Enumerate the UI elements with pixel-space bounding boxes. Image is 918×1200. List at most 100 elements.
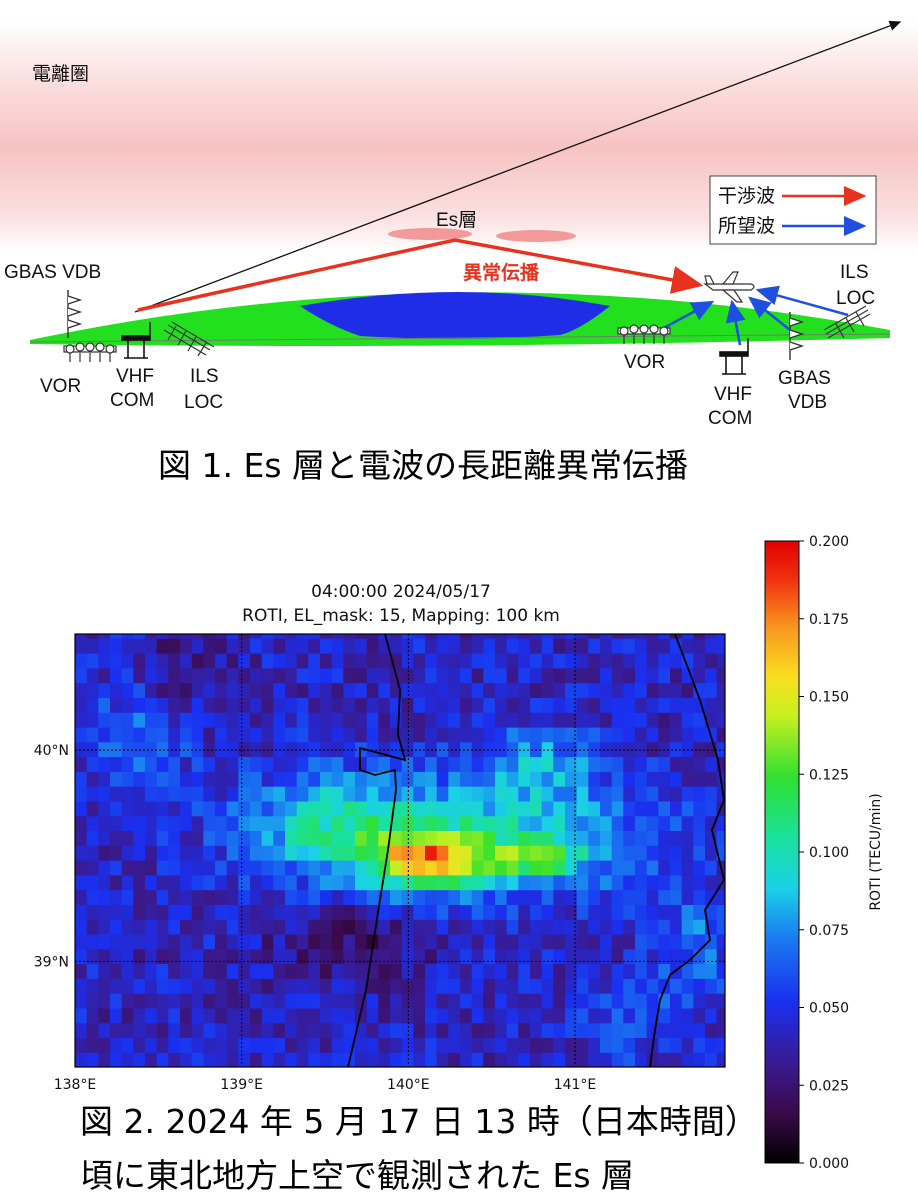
heatmap-cell [425, 963, 438, 979]
heatmap-cell [156, 978, 169, 994]
heatmap-cell [215, 1022, 228, 1038]
heatmap-cell [658, 978, 671, 994]
heatmap-cell [436, 771, 449, 787]
heatmap-cell [250, 638, 263, 654]
heatmap-cell [518, 712, 531, 728]
heatmap-cell [425, 638, 438, 654]
heatmap-cell [75, 712, 88, 728]
heatmap-cell [180, 786, 193, 802]
heatmap-cell [565, 697, 578, 713]
heatmap-cell [553, 726, 566, 743]
heatmap-cell [471, 712, 484, 728]
heatmap-cell [203, 800, 216, 817]
heatmap-cell [75, 1007, 88, 1024]
heatmap-cell [261, 830, 274, 846]
heatmap-cell [390, 933, 403, 950]
heatmap-cell [600, 800, 613, 817]
heatmap-cell [343, 963, 356, 979]
heatmap-cell [623, 800, 636, 817]
heatmap-cell [110, 800, 123, 817]
colorbar-tick-label: 0.150 [809, 690, 849, 706]
heatmap-cell [670, 800, 683, 817]
heatmap-cell [635, 845, 648, 861]
right-ils-antenna-icon [823, 305, 871, 339]
heatmap-cell [658, 860, 671, 876]
heatmap-cell [168, 948, 181, 965]
heatmap-cell [75, 697, 88, 713]
heatmap-cell [145, 1052, 158, 1067]
heatmap-cell [215, 682, 228, 698]
heatmap-cell [588, 993, 601, 1009]
heatmap-cell [86, 933, 99, 950]
heatmap-cell [565, 933, 578, 950]
heatmap-cell [110, 889, 123, 905]
heatmap-cell [670, 741, 683, 758]
heatmap-cell [355, 653, 368, 669]
heatmap-cell [226, 904, 239, 920]
heatmap-cell [98, 860, 111, 876]
heatmap-cell [693, 889, 706, 905]
heatmap-cell [576, 948, 589, 965]
heatmap-cell [658, 1037, 671, 1053]
heatmap-cell [576, 771, 589, 787]
heatmap-cell [413, 1022, 426, 1038]
heatmap-cell [600, 634, 613, 639]
heatmap-cell [541, 874, 554, 891]
heatmap-cell [285, 634, 298, 639]
heatmap-cell [86, 845, 99, 861]
heatmap-cell [250, 741, 263, 758]
heatmap-cell [215, 653, 228, 669]
heatmap-cell [110, 993, 123, 1009]
heatmap-cell [308, 712, 321, 728]
heatmap-cell [693, 963, 706, 979]
heatmap-cell [145, 726, 158, 743]
heatmap-cell [320, 1037, 333, 1053]
heatmap-cell [75, 638, 88, 654]
left-vhf-label-2: COM [110, 390, 154, 411]
heatmap-cell [320, 830, 333, 846]
heatmap-cell [425, 860, 438, 876]
heatmap-cell [576, 638, 589, 654]
heatmap-cell [320, 978, 333, 994]
heatmap-cell [191, 948, 204, 965]
heatmap-cell [506, 756, 519, 772]
heatmap-cell [425, 993, 438, 1009]
heatmap-cell [716, 933, 725, 950]
heatmap-cell [331, 874, 344, 891]
heatmap-cell [250, 860, 263, 876]
heatmap-cell [273, 771, 286, 787]
heatmap-cell [145, 800, 158, 817]
heatmap-cell [121, 963, 134, 979]
heatmap-cell [191, 771, 204, 787]
heatmap-cell [436, 830, 449, 846]
heatmap-cell [110, 712, 123, 728]
heatmap-cell [693, 845, 706, 861]
heatmap-cell [285, 933, 298, 950]
heatmap-cell [355, 1007, 368, 1024]
heatmap-cell [331, 1022, 344, 1038]
heatmap-cell [320, 800, 333, 817]
heatmap-cell [308, 786, 321, 802]
heatmap-cell [670, 1022, 683, 1038]
heatmap-cell [693, 933, 706, 950]
heatmap-cell [110, 682, 123, 698]
heatmap-cell [180, 771, 193, 787]
right-gbas-label-1: GBAS [778, 368, 831, 389]
heatmap-cell [343, 786, 356, 802]
heatmap-cell [238, 712, 251, 728]
heatmap-cell [180, 919, 193, 935]
heatmap-cell [273, 860, 286, 876]
heatmap-cell [343, 889, 356, 905]
heatmap-cell [121, 756, 134, 772]
heatmap-cell [623, 860, 636, 876]
heatmap-cell [646, 815, 659, 831]
heatmap-cell [203, 634, 216, 639]
heatmap-cell [506, 638, 519, 654]
heatmap-cell [448, 1037, 461, 1053]
heatmap-cell [635, 634, 648, 639]
heatmap-cell [565, 874, 578, 891]
heatmap-cell [180, 948, 193, 965]
x-tick-label: 141°E [554, 1077, 597, 1093]
heatmap-cell [215, 830, 228, 846]
heatmap-cell [308, 904, 321, 920]
